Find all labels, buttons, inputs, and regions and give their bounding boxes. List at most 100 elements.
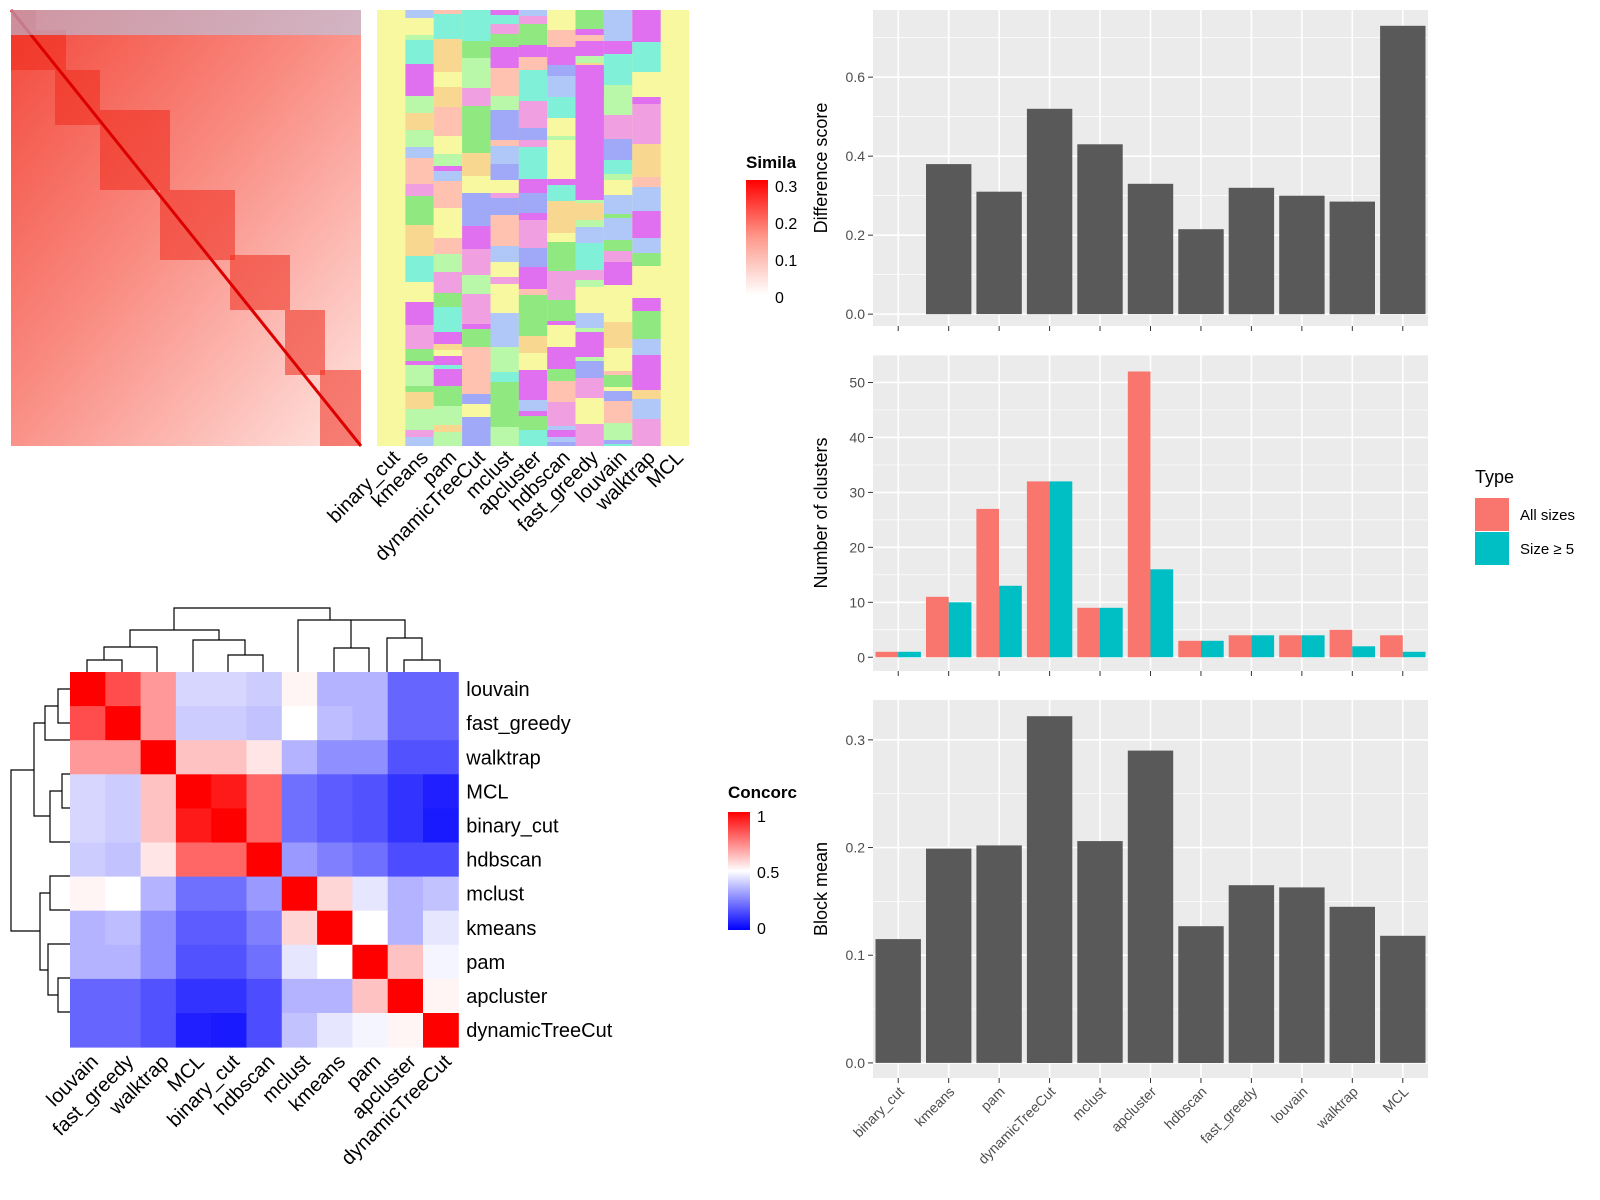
concordance-column-labels: louvainfast_greedywalktrapMCLbinary_cuth… [43, 1051, 457, 1170]
concordance-cell [175, 876, 212, 912]
annotation-cell [405, 40, 434, 64]
bar [1178, 926, 1224, 1063]
concordance-cell [211, 808, 247, 843]
concordance-cell [352, 876, 389, 912]
annotation-cell [462, 133, 491, 153]
annotation-cell [490, 164, 519, 180]
annotation-cell [547, 97, 576, 118]
dendrogram-branch [61, 773, 70, 809]
bar [1380, 25, 1426, 315]
concordance-row-labels: louvain fast_greedy walktrap MCL binary_cuth… [465, 679, 612, 1042]
concordance-cell [140, 1013, 177, 1048]
concordance-cell [140, 842, 177, 878]
annotation-cell [433, 87, 463, 107]
annotation-cell [462, 347, 491, 370]
annotation-column-labels: binary_cutkmeanspamdynamicTreeCutmclusta… [324, 446, 688, 565]
similarity-colorbar [746, 180, 768, 295]
annotation-cell [603, 423, 633, 434]
bar [1026, 481, 1050, 658]
annotation-cell [433, 386, 463, 406]
concordance-legend-tick: 0 [757, 921, 766, 938]
annotation-cell [547, 369, 576, 381]
annotation-cell [603, 85, 633, 115]
annotation-cell [462, 176, 491, 193]
concordance-cell [423, 910, 459, 946]
concordance-cell [246, 1013, 283, 1048]
bar [1352, 646, 1375, 658]
concordance-cell [70, 672, 106, 707]
bar [1150, 569, 1174, 658]
bar [1100, 607, 1123, 658]
annotation-cell [547, 321, 576, 325]
annotation-cell [547, 179, 576, 185]
annotation-cell [490, 215, 519, 246]
annotation-cell [547, 10, 576, 30]
x-tick-label: kmeans [911, 1083, 957, 1129]
bar [1178, 229, 1224, 315]
annotation-cell [490, 140, 519, 146]
annotation-cell [575, 287, 604, 313]
annotation-cell [405, 437, 434, 446]
annotation-cell [433, 216, 463, 238]
bar [1228, 187, 1275, 315]
concordance-cell [281, 876, 318, 912]
annotation-cell [405, 10, 434, 18]
annotation-cell [490, 146, 519, 164]
legend-label-all-sizes: All sizes [1520, 507, 1575, 524]
annotation-cell [433, 166, 463, 171]
annotation-cell [405, 184, 434, 196]
annotation-cell [575, 10, 604, 29]
difference-score-chart: 0.0 0.2 0.4 0.6 Difference score [811, 10, 1428, 331]
annotation-cell [433, 181, 463, 208]
concordance-cell [70, 808, 106, 843]
bar [1049, 481, 1073, 658]
annotation-cell [405, 282, 434, 302]
annotation-cell [490, 68, 519, 96]
bar [1380, 935, 1426, 1063]
y-tick-label: 30 [849, 484, 865, 500]
annotation-cell [575, 49, 604, 56]
dendrogram-branch [49, 790, 70, 843]
similarity-matrix-blocks [9, 9, 363, 447]
annotation-cell [547, 437, 576, 442]
concordance-cell [387, 706, 424, 741]
annotation-cell [603, 218, 633, 240]
concordance-cell [140, 978, 177, 1014]
annotation-cell [490, 193, 519, 198]
annotation-cell [405, 365, 434, 386]
number-of-clusters-chart: 0 10 20 30 40 50 Number of clusters [811, 354, 1428, 676]
annotation-cell [433, 432, 463, 446]
concordance-cell [175, 910, 212, 946]
bar [1127, 750, 1174, 1063]
annotation-cell [603, 195, 633, 214]
bar [1077, 607, 1100, 658]
concordance-cell [105, 808, 142, 843]
annotation-cell [433, 356, 463, 365]
annotation-cell [632, 298, 661, 311]
concordance-cell [352, 978, 389, 1014]
annotation-cell [433, 307, 463, 332]
annotation-cell [575, 35, 604, 41]
concordance-row-label: MCL [466, 781, 508, 803]
concordance-cell [105, 672, 142, 707]
y-tick-label: 0.0 [846, 1055, 866, 1071]
annotation-cell [518, 220, 548, 248]
annotation-cell [547, 30, 576, 47]
concordance-cell [387, 978, 424, 1014]
annotation-cell [547, 242, 576, 271]
annotation-cell [490, 262, 519, 277]
dendrogram-branch [192, 639, 246, 672]
annotation-cell [518, 57, 548, 70]
similarity-block [285, 310, 325, 375]
similarity-legend: Simila 0.3 0.2 0.1 0 [746, 153, 797, 307]
annotation-cell [462, 88, 491, 106]
similarity-block [160, 190, 235, 260]
concordance-cell [140, 910, 177, 946]
annotation-cell [405, 430, 434, 437]
annotation-cell [462, 404, 491, 417]
annotation-cell [603, 10, 633, 41]
concordance-cell [246, 706, 283, 741]
concordance-dendrogram [10, 607, 441, 1013]
annotation-cell [405, 325, 434, 349]
